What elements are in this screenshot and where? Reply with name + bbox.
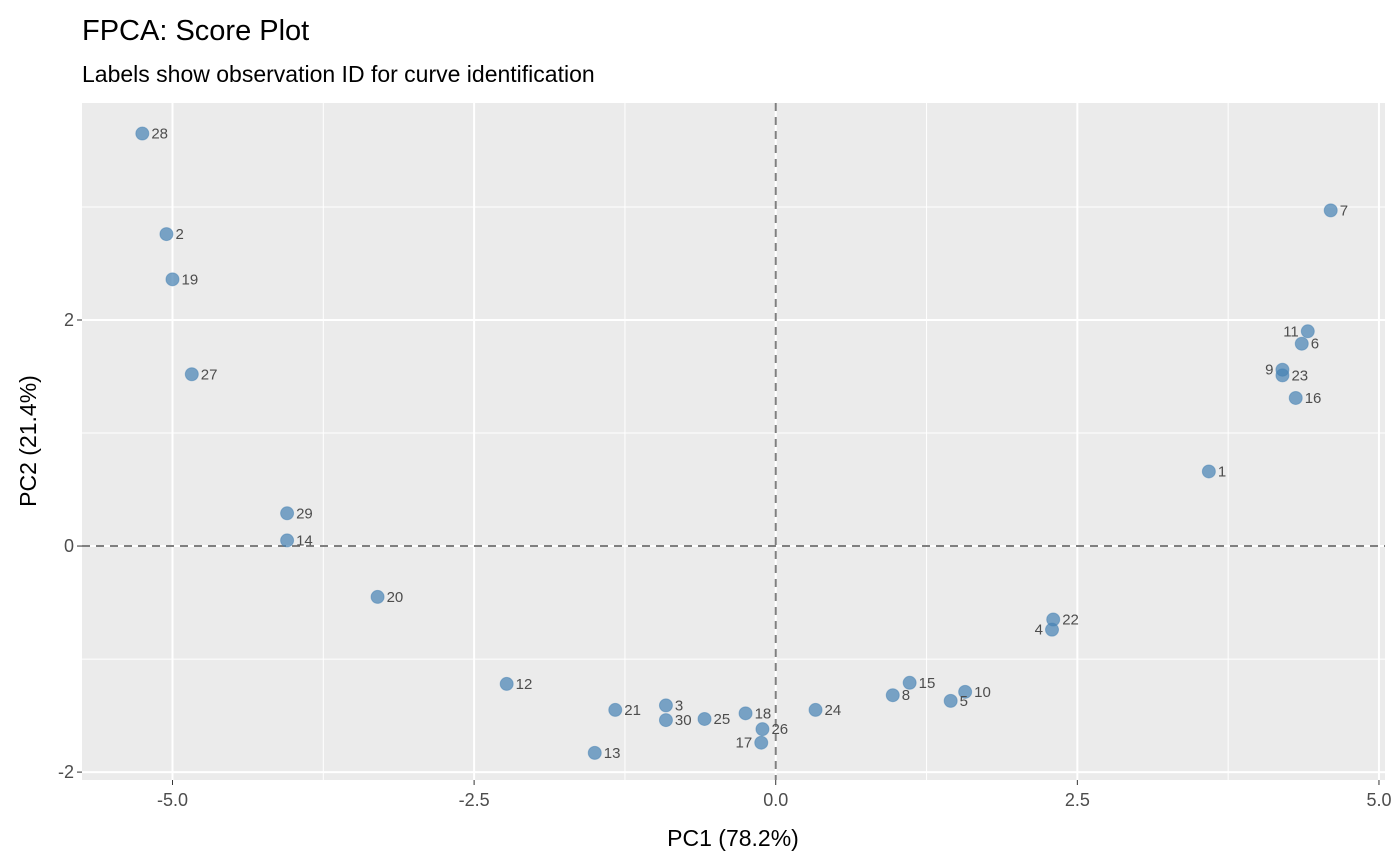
point-label-2: 2 xyxy=(175,226,183,243)
point-label-25: 25 xyxy=(714,711,731,728)
y-tick-label: -2 xyxy=(58,762,74,782)
point-14 xyxy=(280,533,295,548)
point-15 xyxy=(902,675,917,690)
point-13 xyxy=(587,745,602,760)
point-label-14: 14 xyxy=(296,532,313,549)
axes: -5.0 -2.5 0.0 2.5 5.0 -2 0 2 xyxy=(58,310,1391,810)
point-label-9: 9 xyxy=(1265,362,1273,379)
point-8 xyxy=(885,688,900,703)
points xyxy=(135,126,1338,760)
x-tick-label: 5.0 xyxy=(1366,790,1391,810)
y-axis-label: PC2 (21.4%) xyxy=(15,375,41,507)
point-label-30: 30 xyxy=(675,712,692,729)
point-label-22: 22 xyxy=(1062,612,1079,629)
point-label-28: 28 xyxy=(151,126,168,143)
point-label-23: 23 xyxy=(1291,367,1308,384)
point-18 xyxy=(738,706,753,721)
reference-lines xyxy=(82,103,1385,780)
point-24 xyxy=(808,702,823,717)
point-label-29: 29 xyxy=(296,505,313,522)
chart-title: FPCA: Score Plot xyxy=(82,15,309,47)
point-label-21: 21 xyxy=(624,702,641,719)
point-label-6: 6 xyxy=(1311,336,1319,353)
point-29 xyxy=(280,506,295,521)
y-tick-label: 0 xyxy=(64,536,74,556)
point-label-4: 4 xyxy=(1035,622,1043,639)
point-label-12: 12 xyxy=(516,676,533,693)
point-4 xyxy=(1045,622,1060,637)
point-27 xyxy=(184,367,199,382)
point-label-26: 26 xyxy=(771,721,788,738)
point-label-1: 1 xyxy=(1218,463,1226,480)
point-30 xyxy=(658,713,673,728)
point-1 xyxy=(1201,464,1216,479)
point-19 xyxy=(165,272,180,287)
point-7 xyxy=(1323,203,1338,218)
point-label-17: 17 xyxy=(736,735,753,752)
point-label-7: 7 xyxy=(1340,202,1348,219)
point-11 xyxy=(1300,324,1315,339)
point-12 xyxy=(499,676,514,691)
point-17 xyxy=(754,735,769,750)
point-label-8: 8 xyxy=(902,687,910,704)
y-tick-label: 2 xyxy=(64,310,74,330)
point-25 xyxy=(697,711,712,726)
point-label-15: 15 xyxy=(919,675,936,692)
point-2 xyxy=(159,227,174,242)
point-label-20: 20 xyxy=(387,589,404,606)
chart-subtitle: Labels show observation ID for curve ide… xyxy=(82,61,595,87)
point-label-24: 24 xyxy=(825,702,842,719)
point-6 xyxy=(1294,336,1309,351)
point-label-3: 3 xyxy=(675,697,683,714)
point-5 xyxy=(943,693,958,708)
point-label-11: 11 xyxy=(1283,323,1299,340)
point-21 xyxy=(608,702,623,717)
point-10 xyxy=(958,684,973,699)
point-label-10: 10 xyxy=(974,684,991,701)
x-tick-label: 0.0 xyxy=(763,790,788,810)
point-label-16: 16 xyxy=(1305,390,1322,407)
point-label-19: 19 xyxy=(181,271,198,288)
x-tick-label: 2.5 xyxy=(1065,790,1090,810)
x-tick-label: -2.5 xyxy=(459,790,490,810)
point-label-27: 27 xyxy=(201,366,218,383)
point-20 xyxy=(370,589,385,604)
point-9 xyxy=(1275,362,1290,377)
point-28 xyxy=(135,126,150,141)
point-label-5: 5 xyxy=(960,693,968,710)
x-tick-label: -5.0 xyxy=(157,790,188,810)
point-3 xyxy=(658,698,673,713)
point-label-13: 13 xyxy=(604,745,621,762)
point-26 xyxy=(755,722,770,737)
x-axis-label: PC1 (78.2%) xyxy=(667,825,799,851)
point-label-18: 18 xyxy=(755,705,772,722)
plot-panel xyxy=(82,103,1385,780)
point-16 xyxy=(1288,390,1303,405)
